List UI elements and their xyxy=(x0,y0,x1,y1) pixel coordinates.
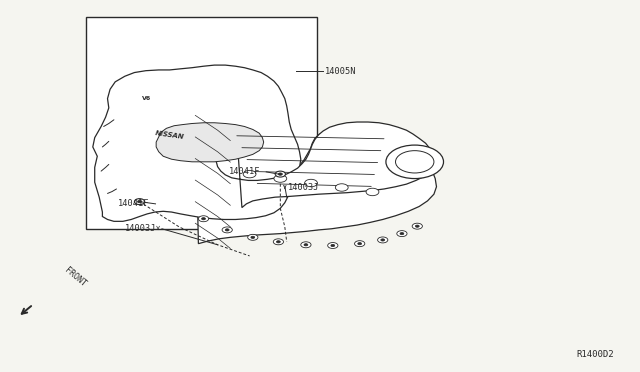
Circle shape xyxy=(400,232,404,235)
Circle shape xyxy=(381,239,385,241)
Circle shape xyxy=(304,244,308,246)
Circle shape xyxy=(243,170,256,178)
Circle shape xyxy=(274,175,287,182)
Text: 14003J: 14003J xyxy=(125,224,156,233)
Text: 14041F: 14041F xyxy=(229,167,260,176)
Text: NISSAN: NISSAN xyxy=(155,129,184,140)
Circle shape xyxy=(355,241,365,247)
Circle shape xyxy=(358,243,362,245)
Circle shape xyxy=(138,201,141,203)
Circle shape xyxy=(248,234,258,240)
Circle shape xyxy=(278,173,282,175)
Text: V6: V6 xyxy=(142,96,151,101)
Circle shape xyxy=(335,184,348,191)
Circle shape xyxy=(273,239,284,245)
Text: R1400D2: R1400D2 xyxy=(577,350,614,359)
Polygon shape xyxy=(93,65,301,221)
Circle shape xyxy=(397,231,407,237)
Circle shape xyxy=(134,199,145,205)
Polygon shape xyxy=(216,122,435,208)
Circle shape xyxy=(415,225,419,227)
Circle shape xyxy=(412,223,422,229)
Circle shape xyxy=(378,237,388,243)
Circle shape xyxy=(305,179,317,187)
Text: 14005N: 14005N xyxy=(325,67,356,76)
Polygon shape xyxy=(156,123,264,162)
Circle shape xyxy=(366,188,379,196)
Circle shape xyxy=(202,218,205,220)
Circle shape xyxy=(276,241,280,243)
Bar xyxy=(86,17,317,229)
Text: FRONT: FRONT xyxy=(63,265,88,288)
Circle shape xyxy=(251,236,255,238)
Circle shape xyxy=(222,227,232,233)
Circle shape xyxy=(396,151,434,173)
Circle shape xyxy=(225,229,229,231)
Circle shape xyxy=(386,145,444,179)
Circle shape xyxy=(198,216,209,222)
Circle shape xyxy=(331,244,335,247)
Circle shape xyxy=(275,171,285,177)
Text: 14003J: 14003J xyxy=(288,183,319,192)
Circle shape xyxy=(301,242,311,248)
Polygon shape xyxy=(189,100,436,244)
Text: 14041F: 14041F xyxy=(118,199,150,208)
Circle shape xyxy=(328,243,338,248)
